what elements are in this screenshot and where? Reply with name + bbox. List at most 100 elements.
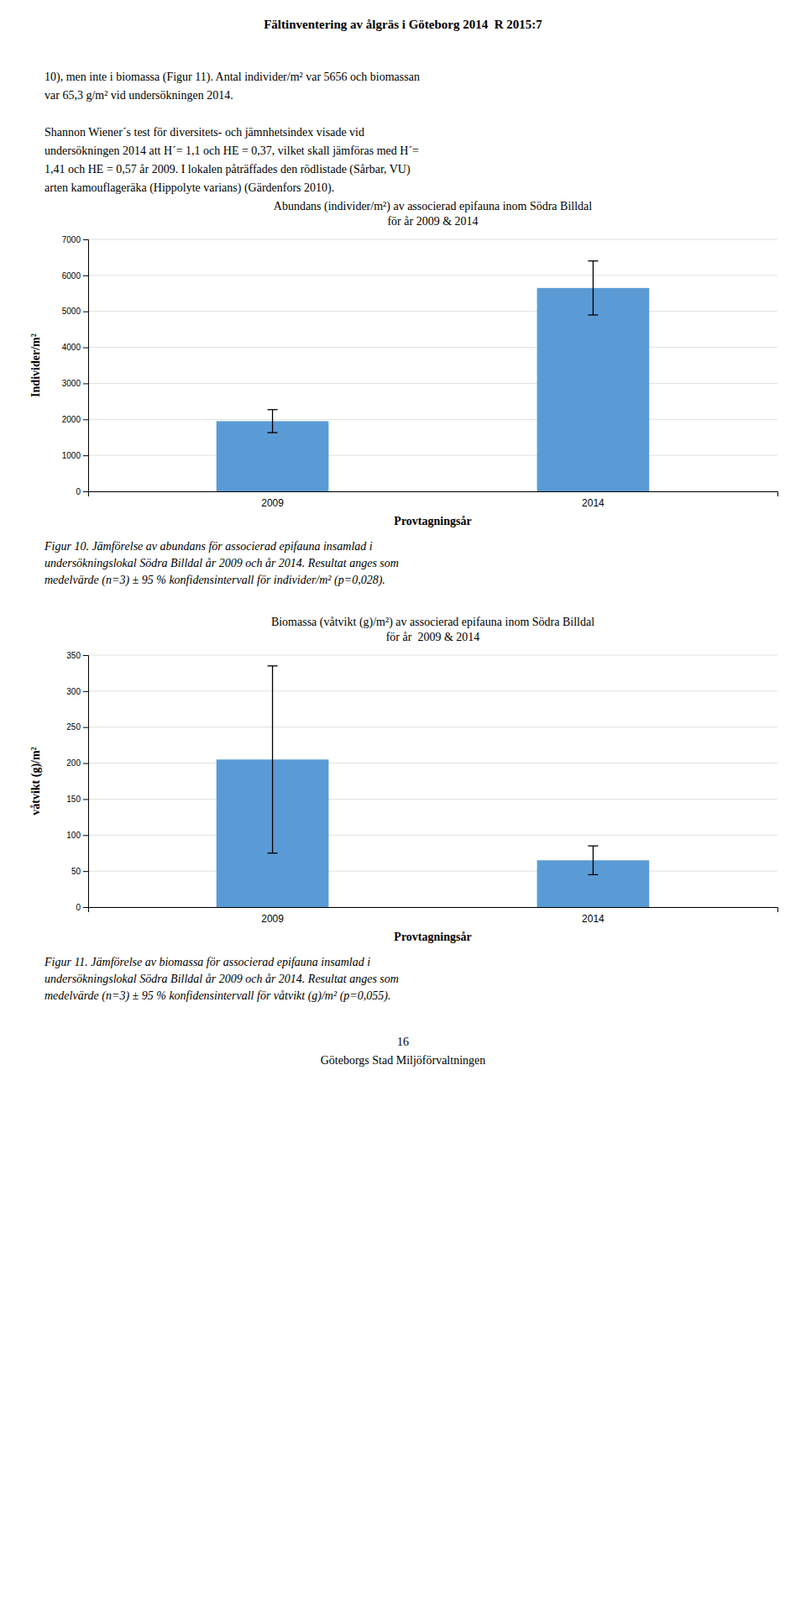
tick-label: 1000 [62, 450, 82, 461]
grid [88, 239, 778, 492]
chart-title: för år 2009 & 2014 [386, 630, 481, 644]
tick-label: 2014 [581, 912, 605, 925]
tick-label: 350 [66, 650, 81, 660]
tick-mark [83, 654, 89, 656]
tick-mark [83, 798, 89, 800]
tick-label: 100 [66, 830, 81, 840]
body-text: undersökningen 2014 att H´= 1,1 och HE =… [44, 144, 419, 158]
x-axis-label: Provtagningsår [393, 930, 472, 943]
chart-title: Abundans (individer/m²) av associerad ep… [273, 199, 592, 214]
tick: 2014 [581, 912, 605, 925]
tick-label: 0 [75, 486, 81, 497]
grid-line [88, 690, 778, 691]
tick: 200 [66, 758, 89, 768]
tick: 0 [75, 486, 89, 497]
grid-line [88, 418, 778, 420]
grid-line [88, 455, 778, 456]
tick-mark [83, 906, 89, 908]
chart-title: Biomassa (våtvikt (g)/m²) av associerad … [271, 615, 595, 629]
grid [88, 654, 778, 907]
tick-mark [83, 275, 89, 277]
error-bar-line [592, 261, 594, 315]
axis-line [88, 491, 779, 498]
tick: 50 [71, 866, 89, 876]
tick-mark [83, 311, 89, 313]
plot-area [216, 261, 650, 492]
grid-line [88, 382, 778, 384]
tick-label: 150 [66, 794, 81, 804]
tick-mark [83, 690, 89, 692]
y-axis: 01000200030004000500060007000 [62, 235, 89, 497]
tick-mark [83, 418, 89, 420]
grid-line [88, 274, 778, 276]
tick-label: 300 [66, 686, 81, 697]
grid-line [88, 870, 778, 872]
caption: Figur 10. Jämförelse av abundans för ass… [43, 539, 373, 553]
body-text: var 65,3 g/m² vid undersökningen 2014. [44, 88, 234, 102]
tick: 150 [66, 794, 89, 804]
tick: 0 [75, 902, 89, 912]
error-bar-line [587, 844, 598, 846]
tick-label: 200 [66, 758, 81, 768]
page: Fältinventering av ålgräs i Göteborg 201… [0, 0, 806, 1600]
tick: 4000 [62, 342, 89, 352]
grid-line [88, 654, 778, 656]
error-bar-line [267, 852, 278, 854]
grid-line [88, 834, 778, 836]
tick-mark [83, 834, 89, 836]
error-bar-line [267, 664, 278, 666]
body-text: Shannon Wiener´s test för diversitets- o… [44, 125, 365, 139]
tick: 7000 [62, 235, 89, 245]
tick: 6000 [62, 271, 89, 281]
error-bar [587, 261, 598, 315]
error-bar [587, 845, 598, 875]
error-bar-line [267, 431, 278, 433]
chart: Biomassa (våtvikt (g)/m²) av associerad … [29, 615, 779, 1003]
error-bar-line [592, 845, 594, 875]
axis-line [88, 907, 779, 913]
chart: Abundans (individer/m²) av associerad ep… [29, 199, 779, 587]
page-number: 16 [397, 1035, 409, 1048]
tick: 1000 [62, 450, 89, 461]
grid-line [88, 762, 778, 764]
grid-line [88, 346, 778, 348]
tick-mark [83, 455, 89, 456]
tick: 250 [66, 722, 89, 732]
plot-area [216, 665, 650, 907]
tick: 100 [66, 830, 89, 840]
tick-mark [83, 870, 89, 872]
error-bar [267, 665, 278, 854]
caption: undersökningslokal Södra Billdal år 2009… [44, 972, 399, 985]
error-bar-line [587, 874, 598, 875]
tick-mark [83, 727, 89, 728]
y-axis: 0 50 100 150 200 250 300 350 [66, 650, 89, 912]
tick-mark [83, 239, 89, 241]
tick-mark [83, 347, 89, 349]
error-bar-line [587, 260, 598, 262]
grid-line [88, 798, 778, 800]
tick-mark [83, 382, 89, 384]
footer: Göteborgs Stad Miljöförvaltningen [320, 1053, 487, 1067]
grid-line [88, 310, 778, 312]
tick: 2014 [581, 497, 605, 509]
tick-label: 3000 [62, 378, 82, 388]
tick-label: 50 [71, 866, 82, 876]
caption: medelvärde (n=3) ± 95 % konfidensinterva… [44, 573, 386, 587]
tick-label: 6000 [62, 271, 82, 281]
tick-label: 2000 [62, 414, 82, 424]
tick-label: 2009 [261, 912, 284, 925]
caption: undersökningslokal Södra Billdal år 2009… [44, 556, 399, 570]
tick: 2009 [261, 497, 284, 509]
error-bar [267, 409, 278, 433]
error-bar-line [587, 314, 598, 315]
tick: 3000 [62, 378, 89, 388]
axis-line [83, 655, 89, 908]
tick-label: 2014 [581, 497, 605, 509]
tick-label: 0 [75, 902, 81, 912]
y-axis-label: Individer/m² [29, 333, 42, 398]
tick-label: 2009 [261, 497, 284, 509]
caption: medelvärde (n=3) ± 95 % konfidensinterva… [44, 989, 391, 1003]
tick-mark [83, 763, 89, 765]
grid-line [88, 239, 778, 241]
tick: 2009 [261, 912, 284, 925]
